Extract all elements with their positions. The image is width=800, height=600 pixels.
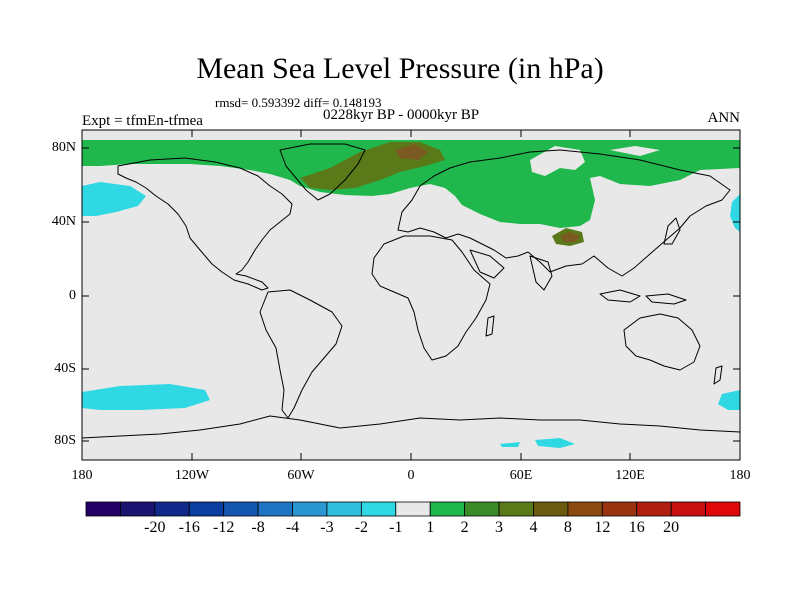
coastline-south-america <box>259 289 343 419</box>
y-tick-label: 40S <box>54 361 76 376</box>
colorbar-label: -12 <box>213 519 235 536</box>
colorbar-swatch <box>85 501 121 517</box>
colorbar-label: 1 <box>426 519 435 536</box>
colorbar-swatch <box>670 501 706 517</box>
colorbar-swatch <box>223 501 259 517</box>
neutral-region-siberia <box>530 146 585 176</box>
colorbar-label: -4 <box>285 519 300 536</box>
y-tick-label: 0 <box>69 288 76 303</box>
colorbar-swatch <box>705 501 741 517</box>
coastline-new-zealand <box>713 365 723 385</box>
stats-line: rmsd= 0.593392 diff= 0.148193 <box>215 95 382 110</box>
anomaly-region-cyan-south-east <box>718 390 740 410</box>
season-label: ANN <box>707 110 741 126</box>
colorbar-swatch <box>360 501 397 517</box>
coastline-australia <box>623 313 701 371</box>
anomaly-region-cyan-north-pacific-west <box>82 182 146 216</box>
colorbar-swatch <box>429 501 466 517</box>
colorbar-swatch <box>567 501 603 517</box>
colorbar-label: 4 <box>529 519 538 536</box>
anomaly-region-green-patch <box>520 140 605 152</box>
x-tick-label: 120E <box>615 468 645 483</box>
x-tick-label: 180 <box>71 468 93 483</box>
coastline-arabia <box>469 249 505 279</box>
colorbar-swatch <box>601 501 638 517</box>
x-tick-label: 120W <box>174 468 210 483</box>
coastline-indonesia <box>599 289 687 305</box>
coastline-greenland <box>279 143 366 201</box>
colorbar-swatch <box>257 501 293 517</box>
y-tick-label: 40N <box>51 214 76 229</box>
colorbar-swatch <box>498 501 534 517</box>
colorbar-label: 20 <box>663 519 680 536</box>
coastline-madagascar <box>485 315 495 337</box>
anomaly-region-brown-arctic <box>395 144 428 160</box>
colorbar-swatch <box>120 501 156 517</box>
colorbar-label: -20 <box>144 519 166 536</box>
experiment-label: Expt = tfmEn-tfmea <box>82 113 203 129</box>
anomaly-region-cyan-antarctic-small <box>500 442 520 447</box>
colorbar <box>85 501 741 517</box>
coastline-eurasia <box>397 149 731 277</box>
period-line: 0228kyr BP - 0000kyr BP <box>323 107 480 123</box>
x-tick-label: 60E <box>509 468 533 483</box>
anomaly-region-brown-tibet <box>560 232 580 242</box>
neutral-region-arctic <box>610 146 660 156</box>
anomaly-region-cyan-antarctic <box>535 438 575 448</box>
coastline-north-america <box>117 157 293 291</box>
colorbar-swatch <box>188 501 225 517</box>
coastline-antarctica <box>82 415 740 439</box>
colorbar-label: 16 <box>628 519 645 536</box>
coastline-africa <box>371 235 491 361</box>
colorbar-label: -1 <box>389 519 403 536</box>
colorbar-label: -2 <box>354 519 369 536</box>
coastline-japan <box>663 217 681 245</box>
colorbar-label: 8 <box>563 519 572 536</box>
colorbar-label: 3 <box>495 519 504 536</box>
y-tick-label: 80S <box>54 433 76 448</box>
colorbar-label: -8 <box>251 519 265 536</box>
colorbar-swatch <box>326 501 362 517</box>
x-tick-label: 60W <box>287 468 315 483</box>
colorbar-label: -16 <box>178 519 200 536</box>
coastline-india <box>529 255 553 291</box>
colorbar-swatch <box>154 501 190 517</box>
x-tick-label: 0 <box>407 468 415 483</box>
anomaly-region-cyan-south-pacific <box>82 384 210 410</box>
colorbar-label: 2 <box>460 519 469 536</box>
y-tick-label: 80N <box>51 140 76 155</box>
colorbar-label: 12 <box>594 519 611 536</box>
colorbar-swatch <box>464 501 500 517</box>
plot-title: Mean Sea Level Pressure (in hPa) <box>196 52 604 85</box>
colorbar-swatch <box>636 501 672 517</box>
x-tick-label: 180 <box>729 468 751 483</box>
colorbar-swatch <box>533 501 569 517</box>
colorbar-label: -3 <box>320 519 334 536</box>
colorbar-swatch <box>292 501 328 517</box>
colorbar-swatch <box>395 501 431 517</box>
